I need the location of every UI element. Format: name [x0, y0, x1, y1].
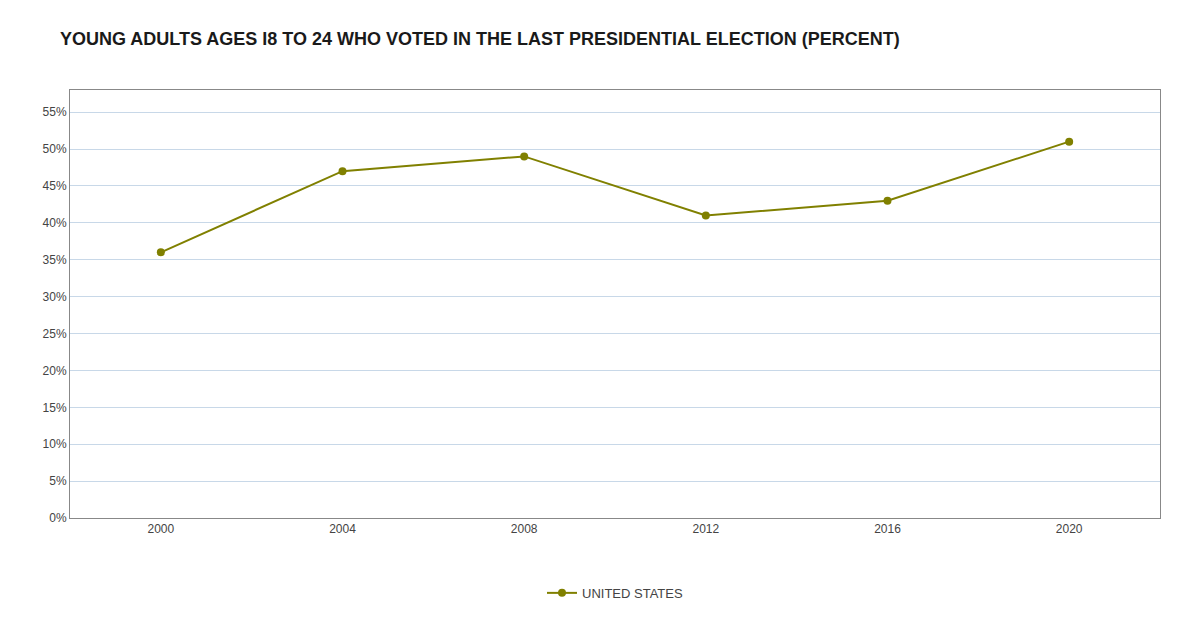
svg-text:30%: 30%	[43, 290, 67, 304]
svg-text:10%: 10%	[43, 437, 67, 451]
svg-text:YOUNG ADULTS AGES I8 TO 24 WHO: YOUNG ADULTS AGES I8 TO 24 WHO VOTED IN …	[60, 29, 900, 49]
svg-text:2004: 2004	[329, 522, 356, 536]
svg-text:2008: 2008	[511, 522, 538, 536]
svg-text:0%: 0%	[49, 511, 67, 525]
svg-text:55%: 55%	[43, 105, 67, 119]
svg-text:2000: 2000	[147, 522, 174, 536]
svg-text:50%: 50%	[43, 142, 67, 156]
svg-text:15%: 15%	[43, 401, 67, 415]
svg-text:5%: 5%	[49, 474, 67, 488]
svg-text:2020: 2020	[1056, 522, 1083, 536]
svg-text:20%: 20%	[43, 364, 67, 378]
svg-text:40%: 40%	[43, 216, 67, 230]
svg-text:35%: 35%	[43, 253, 67, 267]
svg-text:UNITED STATES: UNITED STATES	[582, 586, 683, 601]
svg-text:2016: 2016	[874, 522, 901, 536]
svg-text:2012: 2012	[692, 522, 719, 536]
svg-text:45%: 45%	[43, 179, 67, 193]
svg-text:25%: 25%	[43, 327, 67, 341]
